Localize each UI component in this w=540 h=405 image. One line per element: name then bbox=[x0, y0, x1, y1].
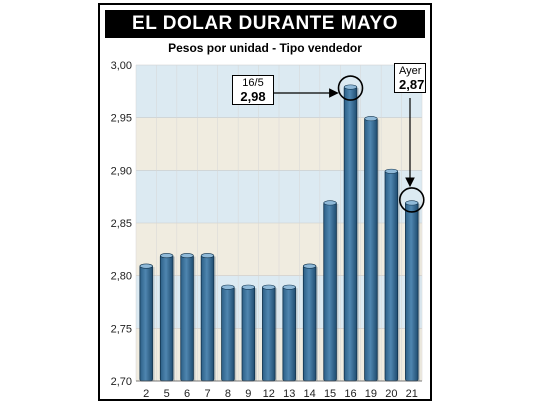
y-tick-label: 2,85 bbox=[111, 218, 132, 230]
bar bbox=[139, 264, 153, 382]
y-tick-label: 2,90 bbox=[111, 165, 132, 177]
bar bbox=[405, 201, 419, 382]
x-tick-label: 7 bbox=[204, 388, 210, 399]
x-tick-label: 2 bbox=[143, 388, 149, 399]
callout-peak-label: 16/5 bbox=[242, 77, 264, 89]
bar bbox=[262, 285, 276, 382]
y-tick-label: 3,00 bbox=[111, 60, 132, 72]
bar bbox=[364, 117, 378, 382]
bar-cap bbox=[282, 284, 296, 290]
bar bbox=[200, 254, 215, 382]
bar-cap bbox=[221, 284, 235, 290]
bar-cap bbox=[364, 116, 378, 122]
bar-cap bbox=[241, 284, 255, 290]
bar-chart: 2,70 2,75 2,80 2,85 2,90 2,95 3,00 2 5 6 7 8 9 12 13 14… bbox=[111, 60, 425, 399]
bar bbox=[159, 254, 174, 382]
callout-yesterday-label: Ayer bbox=[399, 65, 422, 77]
bar-cap bbox=[343, 84, 358, 90]
x-tick-label: 6 bbox=[184, 388, 190, 399]
callout-yesterday-value: 2,87 bbox=[399, 77, 425, 92]
bar bbox=[221, 285, 235, 382]
bar-cap bbox=[139, 263, 153, 269]
x-tick-label: 14 bbox=[304, 388, 316, 399]
x-tick-label: 8 bbox=[225, 388, 231, 399]
x-tick-label: 16 bbox=[344, 388, 356, 399]
y-tick-label: 2,80 bbox=[111, 271, 132, 283]
bar-cap bbox=[323, 200, 337, 206]
x-tick-label: 20 bbox=[385, 388, 397, 399]
y-tick-label: 2,75 bbox=[111, 323, 132, 335]
bar-cap bbox=[180, 253, 194, 259]
bar-cap bbox=[160, 253, 174, 259]
callout-peak: 16/5 2,98 bbox=[232, 75, 274, 105]
x-tick-label: 9 bbox=[245, 388, 251, 399]
chart-title: EL DOLAR DURANTE MAYO bbox=[105, 10, 425, 38]
highlight-circle-peak bbox=[337, 75, 364, 101]
bar bbox=[241, 285, 256, 382]
y-tick-label: 2,95 bbox=[111, 113, 132, 125]
x-tick-label: 5 bbox=[164, 388, 170, 399]
x-tick-label: 12 bbox=[263, 388, 275, 399]
bar bbox=[323, 201, 337, 382]
bar-cap bbox=[405, 200, 419, 206]
highlight-circle-yesterday bbox=[398, 187, 425, 213]
x-tick-label: 15 bbox=[324, 388, 336, 399]
y-tick-label: 2,70 bbox=[111, 376, 132, 388]
bar bbox=[384, 169, 399, 382]
bar-cap bbox=[200, 253, 215, 259]
bar bbox=[282, 285, 296, 382]
bar bbox=[180, 254, 194, 382]
bar-cap bbox=[303, 263, 317, 269]
bar-cap bbox=[262, 284, 276, 290]
chart-subtitle: Pesos por unidad - Tipo vendedor bbox=[168, 41, 362, 55]
callout-peak-value: 2,98 bbox=[240, 89, 266, 104]
chart-frame: EL DOLAR DURANTE MAYO Pesos por unidad -… bbox=[98, 3, 432, 401]
x-tick-label: 19 bbox=[365, 388, 377, 399]
bar-cap bbox=[384, 168, 398, 174]
bar bbox=[302, 264, 317, 382]
x-tick-label: 13 bbox=[283, 388, 295, 399]
callout-yesterday: Ayer 2,87 bbox=[394, 63, 426, 93]
x-tick-label: 21 bbox=[406, 388, 418, 399]
bar bbox=[343, 85, 358, 382]
